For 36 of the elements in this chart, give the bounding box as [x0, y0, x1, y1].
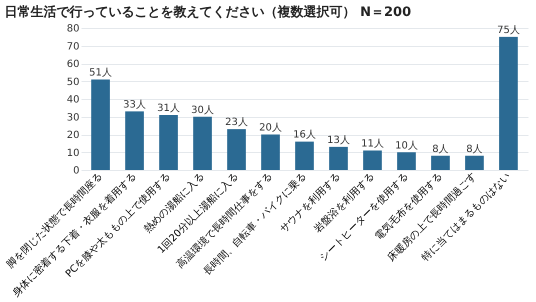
- bar: [91, 79, 110, 170]
- bar: [465, 156, 484, 170]
- data-label: 8人: [466, 144, 483, 155]
- bar: [499, 36, 518, 170]
- data-label: 8人: [432, 144, 449, 155]
- data-label: 30人: [191, 104, 214, 116]
- bar: [193, 116, 212, 170]
- y-tick-label: 0: [73, 166, 80, 176]
- bar: [363, 150, 382, 170]
- data-label: 31人: [157, 102, 180, 114]
- bar: [159, 114, 178, 170]
- y-tick-label: 80: [66, 24, 80, 34]
- data-label: 16人: [293, 130, 316, 141]
- bar: [329, 146, 348, 170]
- data-label: 10人: [395, 140, 418, 152]
- data-label: 75人: [497, 24, 520, 36]
- y-tick-label: 10: [66, 148, 80, 159]
- chart-title: 日常生活で行っていることを教えてください（複数選択可） N＝200: [4, 4, 412, 20]
- bar: [125, 111, 144, 170]
- y-tick-label: 50: [66, 76, 80, 88]
- y-tick-label: 60: [66, 59, 80, 70]
- y-tick-label: 30: [66, 112, 80, 124]
- bar: [295, 142, 314, 170]
- data-label: 33人: [123, 99, 146, 110]
- data-label: 13人: [327, 134, 350, 146]
- bar: [431, 156, 450, 170]
- data-label: 23人: [225, 117, 248, 128]
- bar: [227, 129, 246, 170]
- data-label: 11人: [361, 138, 384, 150]
- bar: [397, 152, 416, 170]
- data-label: 51人: [89, 67, 112, 78]
- y-tick-label: 20: [66, 130, 80, 141]
- y-tick-label: 70: [66, 41, 80, 52]
- y-tick-label: 40: [66, 94, 80, 106]
- bar: [261, 134, 280, 170]
- data-label: 20人: [259, 122, 282, 134]
